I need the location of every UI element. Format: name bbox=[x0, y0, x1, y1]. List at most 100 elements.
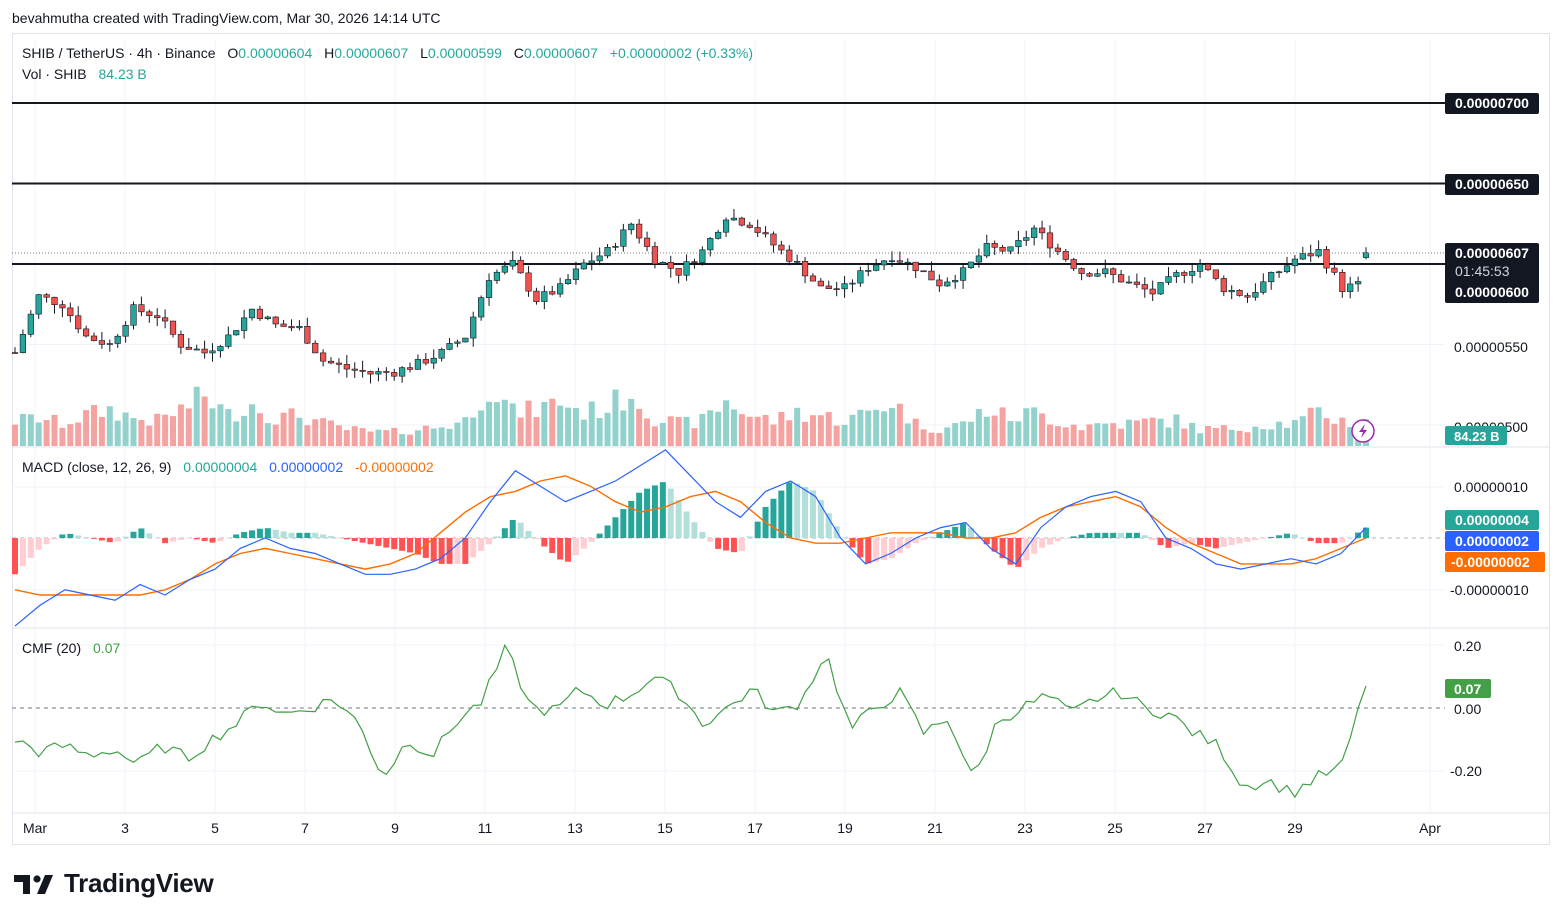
macd-hist-bar bbox=[1007, 538, 1014, 565]
legend-high: 0.00000607 bbox=[334, 45, 408, 61]
candle-body bbox=[367, 371, 374, 375]
legend-main: SHIB / TetherUS · 4h · Binance O0.000006… bbox=[22, 45, 753, 61]
volume-bar bbox=[1323, 418, 1330, 446]
time-axis[interactable]: Mar 3 5 7 9 11 13 15 17 19 21 23 25 27 29 Apr bbox=[23, 820, 1441, 836]
volume-bar bbox=[1094, 423, 1101, 446]
candle-body bbox=[154, 315, 161, 319]
lightning-icon[interactable] bbox=[1351, 419, 1375, 443]
volume-bar bbox=[454, 422, 461, 446]
candle-body bbox=[217, 346, 224, 352]
volume-bar bbox=[651, 426, 658, 446]
volume-bar bbox=[1331, 423, 1338, 446]
macd-hist-bar bbox=[470, 538, 477, 558]
tradingview-logo-text: TradingView bbox=[64, 868, 214, 898]
candle-body bbox=[1228, 290, 1235, 293]
candle-body bbox=[509, 259, 516, 267]
macd-hist-bar bbox=[604, 525, 611, 538]
candle-body bbox=[1212, 269, 1219, 279]
macd-hist-bar bbox=[209, 538, 216, 543]
macd-hist-bar bbox=[351, 538, 358, 541]
volume-bar bbox=[138, 419, 145, 446]
time-label: 27 bbox=[1197, 820, 1213, 836]
candles[interactable] bbox=[11, 209, 1370, 384]
macd-hist-bar bbox=[1331, 538, 1338, 544]
volume-bar bbox=[920, 429, 927, 446]
candle-body bbox=[1046, 232, 1054, 249]
macd-hist-bar bbox=[241, 532, 248, 538]
macd-hist-bar bbox=[1078, 534, 1085, 538]
candle-body bbox=[146, 311, 153, 316]
volume-bar bbox=[588, 401, 595, 446]
chart-canvas[interactable]: SHIB / TetherUS · 4h · Binance O0.000006… bbox=[0, 0, 1563, 860]
volume-bar bbox=[1110, 423, 1117, 446]
volume-tag: 84.23 B bbox=[1454, 429, 1500, 444]
candle-body bbox=[1117, 274, 1125, 283]
macd-hist-bar bbox=[920, 538, 927, 540]
macd-hist-bar bbox=[675, 500, 682, 538]
cmf-tick-000: 0.00 bbox=[1454, 701, 1481, 717]
macd-hist-bar bbox=[1141, 535, 1148, 538]
volume-bar bbox=[1260, 429, 1267, 446]
candle-body bbox=[43, 294, 50, 298]
candle-body bbox=[201, 348, 208, 354]
volume-bar bbox=[122, 412, 129, 446]
macd-hist-bar bbox=[1299, 537, 1306, 539]
candle-body bbox=[1015, 240, 1022, 248]
time-label: 3 bbox=[121, 820, 129, 836]
volume-bar bbox=[833, 425, 840, 446]
macd-hist-bar bbox=[802, 487, 809, 538]
macd-hist-bar bbox=[114, 538, 121, 542]
volume-bar bbox=[486, 401, 493, 446]
candle-body bbox=[1283, 265, 1291, 273]
volume-bar bbox=[517, 417, 524, 446]
volume-bar bbox=[1268, 429, 1275, 446]
legend-low: 0.00000599 bbox=[428, 45, 502, 61]
macd-hist-bar bbox=[1236, 538, 1243, 544]
volume-bar bbox=[1141, 418, 1148, 446]
legend-change: +0.00000002 (+0.33%) bbox=[610, 45, 753, 61]
volume-bar bbox=[1228, 429, 1235, 446]
candle-body bbox=[549, 291, 556, 295]
macd-tick-pos: 0.00000010 bbox=[1454, 479, 1528, 495]
macd-hist-bar bbox=[35, 538, 42, 550]
candle-body bbox=[667, 262, 674, 269]
horizontal-lines[interactable] bbox=[12, 102, 1445, 265]
macd-hist-bar bbox=[1062, 538, 1069, 539]
candle-body bbox=[952, 280, 959, 283]
macd-hist-bar bbox=[778, 490, 785, 538]
candle-body bbox=[1181, 272, 1188, 276]
volume-bar bbox=[233, 421, 240, 446]
volume-bar bbox=[407, 434, 414, 446]
candle-body bbox=[888, 260, 896, 263]
candle-body bbox=[730, 217, 738, 221]
volume-tag-bg bbox=[1445, 426, 1507, 445]
volume-bar bbox=[1070, 424, 1077, 446]
candle-body bbox=[691, 261, 698, 264]
candle-body bbox=[162, 317, 169, 322]
macd-hist-bar bbox=[1339, 538, 1346, 543]
macd-hist-bar bbox=[699, 532, 706, 538]
macd-hist-bar bbox=[723, 538, 730, 551]
candle-body bbox=[19, 334, 27, 353]
macd-hist-tag-bg bbox=[1445, 510, 1539, 530]
price-tag-650-bg bbox=[1445, 174, 1539, 195]
volume-bar bbox=[991, 415, 998, 446]
legend-vol-label: Vol · SHIB bbox=[22, 66, 87, 82]
time-label: 25 bbox=[1107, 820, 1123, 836]
macd-hist-bar bbox=[960, 523, 967, 538]
price-tick-550: 0.00000550 bbox=[1454, 339, 1528, 355]
legend-symbol: SHIB / TetherUS · 4h · Binance bbox=[22, 45, 216, 61]
candle-body bbox=[335, 362, 343, 365]
volume-bar bbox=[470, 417, 477, 446]
macd-hist-bar bbox=[651, 485, 658, 538]
tradingview-logo[interactable]: TradingView bbox=[14, 868, 214, 899]
cmf-tick-neg020: -0.20 bbox=[1450, 763, 1482, 779]
candle-body bbox=[959, 267, 967, 281]
macd-hist-bar bbox=[122, 536, 129, 538]
volume-bar bbox=[446, 428, 453, 446]
volume-bar bbox=[367, 431, 374, 446]
volume-bar bbox=[762, 415, 769, 446]
volume-bar bbox=[881, 411, 888, 446]
macd-hist-bar bbox=[525, 530, 532, 538]
macd-value-tag: 0.00000002 bbox=[1455, 533, 1529, 549]
